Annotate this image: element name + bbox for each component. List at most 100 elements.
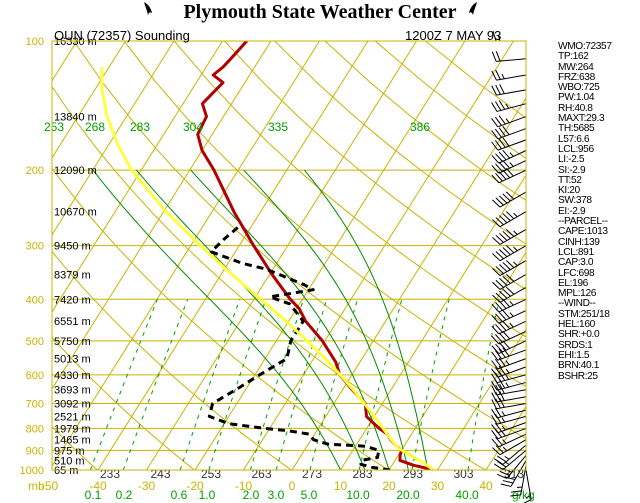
wind-barb-flag <box>495 324 503 333</box>
index-item: LI:-2.5 <box>558 154 585 166</box>
wind-barb-flag <box>491 155 500 164</box>
banner-title: Plymouth State Weather Center <box>183 1 457 23</box>
wind-barb <box>494 449 527 471</box>
mixing-ratio-line <box>358 299 403 470</box>
wind-barb-flag <box>495 153 503 162</box>
index-item: CINH:139 <box>558 236 600 248</box>
isotherm-line <box>97 41 369 470</box>
index-item: LCL:891 <box>558 246 594 258</box>
dry-adiabat-line <box>52 85 487 470</box>
mixing-ratio-line <box>411 299 450 470</box>
wind-barb-flag <box>495 197 504 206</box>
wind-barb-half-flag <box>513 246 518 252</box>
wind-barb-half-flag <box>513 212 518 218</box>
wind-barb-flag <box>504 476 516 480</box>
wind-barb-flag <box>502 247 511 256</box>
parcel-line <box>100 66 435 470</box>
wind-barb-flag <box>499 264 508 272</box>
wind-barb <box>492 439 527 456</box>
wind-barb-half-flag <box>498 35 501 42</box>
moist-adiabat-line <box>243 169 409 470</box>
wind-barb-flag <box>502 275 511 284</box>
wind-barb-half-flag <box>501 431 506 437</box>
wind-barb-flag <box>494 101 502 111</box>
dry-adiabat-line <box>73 41 526 440</box>
isotherm-line <box>52 41 272 390</box>
index-item: MW:264 <box>558 61 594 73</box>
wind-barb <box>491 115 527 128</box>
wind-barb-flag <box>495 217 504 226</box>
wind-barb-flag <box>491 351 499 361</box>
wind-barb-flag <box>505 228 515 237</box>
index-item: FRZ:638 <box>558 71 595 83</box>
wind-barb-staff <box>498 433 527 448</box>
wind-barb-flag <box>497 455 507 463</box>
height-label: 5750 m <box>54 336 91 348</box>
wind-barb-half-flag <box>501 417 506 423</box>
wind-barb-half-flag <box>509 300 514 306</box>
wind-barb-flag <box>505 260 515 268</box>
temperature-tick-label: -50 <box>41 479 59 493</box>
wind-barb-flag <box>495 437 503 446</box>
temperature-tick-label: -30 <box>138 479 156 493</box>
wind-barb-flag <box>494 422 502 432</box>
wind-barb-flag <box>492 30 497 42</box>
wind-barb-flag <box>502 262 511 270</box>
wind-barb-flag <box>491 102 498 112</box>
pressure-label: 100 <box>26 36 44 48</box>
wind-barb <box>491 365 527 378</box>
index-item: MPL:126 <box>558 288 596 300</box>
wind-barb-flag <box>491 141 499 151</box>
wind-barb-staff <box>506 455 527 479</box>
wind-barb <box>491 84 527 96</box>
index-item: SW:378 <box>558 195 592 207</box>
dry-adiabat-line <box>52 336 196 470</box>
isotherm-line <box>291 97 526 470</box>
theta-bottom-label: 293 <box>403 467 423 481</box>
wind-barb-flag <box>502 193 511 202</box>
wind-barb-staff <box>496 374 527 384</box>
height-label: 13840 m <box>54 112 97 124</box>
index-item: RH:40.8 <box>558 102 593 114</box>
wind-barb-flag <box>498 348 506 358</box>
wind-barb-flag <box>495 391 501 402</box>
height-label: 9450 m <box>54 241 91 253</box>
wind-barb-flag <box>492 447 501 456</box>
wind-barb-flag <box>498 115 506 125</box>
wind-barb <box>491 407 527 419</box>
pressure-label: 1000 <box>20 465 44 477</box>
wind-barb <box>494 444 527 465</box>
index-item: BSHR:25 <box>558 370 598 382</box>
dry-adiabat-line <box>274 41 526 245</box>
wind-barb-staff <box>499 273 527 290</box>
height-label: 1979 m <box>54 423 91 435</box>
wind-barb-half-flag <box>505 374 510 380</box>
height-label: 4330 m <box>54 370 91 382</box>
pressure-label: 300 <box>26 241 44 253</box>
wind-barb-flag <box>492 281 501 290</box>
wind-barb-flag <box>499 277 508 286</box>
wind-barb-half-flag <box>501 411 506 417</box>
wind-barb-flag <box>499 249 508 258</box>
wind-barb-flag <box>495 445 504 454</box>
wind-barb-staff <box>497 128 527 140</box>
mixing-ratio-label: 0.2 <box>116 488 133 502</box>
index-item: TT:52 <box>558 174 582 186</box>
wind-barb-flag <box>491 130 499 140</box>
mixing-ratio-label: 0.6 <box>171 488 188 502</box>
height-label: 10670 m <box>54 207 97 219</box>
chart-series <box>100 41 435 470</box>
wind-barb-half-flag <box>516 486 523 489</box>
wind-barb-half-flag <box>509 322 514 328</box>
wind-barb-staff <box>499 439 527 456</box>
wind-barb-flag <box>491 392 497 403</box>
wind-barb-flag <box>502 310 511 319</box>
wind-barb-flag <box>491 303 500 313</box>
wind-barb-flag <box>491 415 498 425</box>
wind-barb-half-flag <box>505 103 510 109</box>
wind-barb-flag <box>494 413 502 424</box>
wind-barb <box>491 347 527 361</box>
wind-barb-staff <box>497 349 527 361</box>
wind-barb-flag <box>499 397 505 408</box>
wind-barb-staff <box>496 103 527 112</box>
